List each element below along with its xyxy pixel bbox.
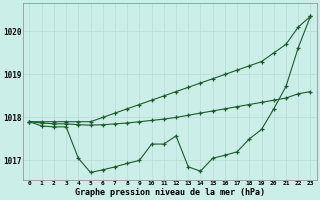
X-axis label: Graphe pression niveau de la mer (hPa): Graphe pression niveau de la mer (hPa): [75, 188, 265, 197]
